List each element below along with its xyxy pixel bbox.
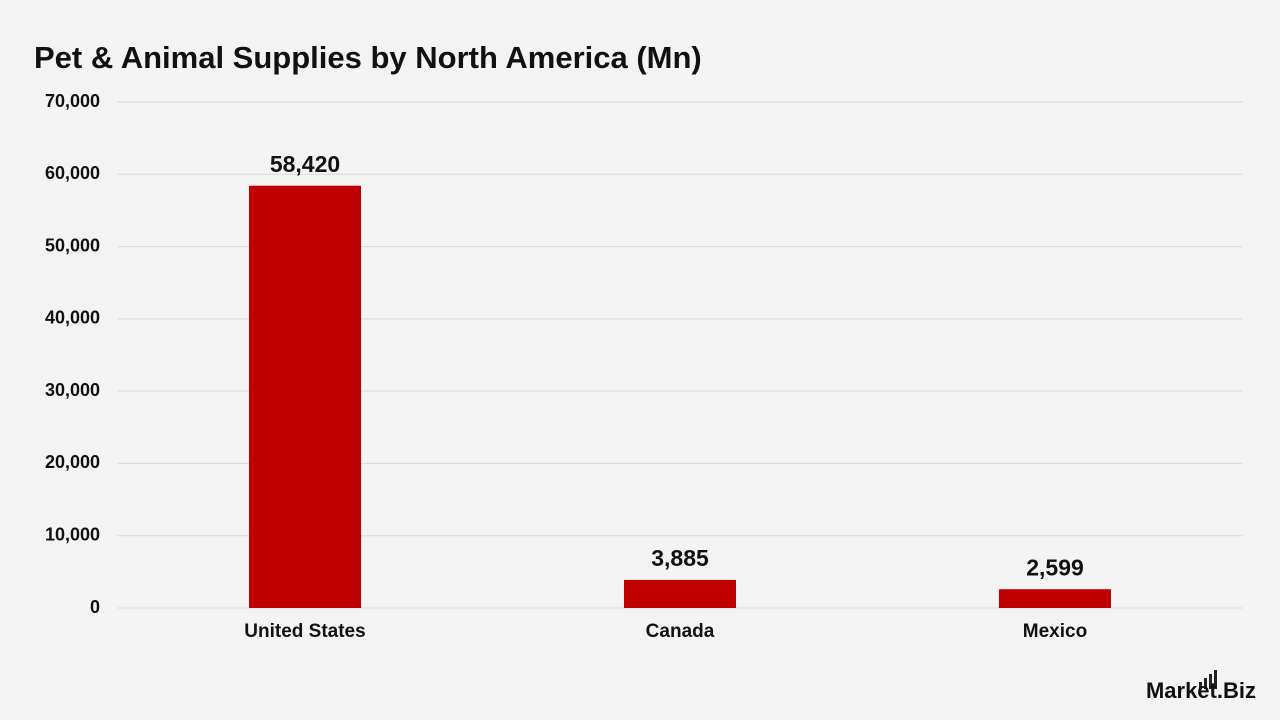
value-label: 3,885 bbox=[651, 545, 709, 571]
value-label: 2,599 bbox=[1026, 554, 1084, 580]
y-tick-label: 60,000 bbox=[45, 163, 100, 183]
brand-icon bbox=[1199, 670, 1217, 689]
x-tick-label: United States bbox=[244, 621, 365, 642]
y-tick-label: 40,000 bbox=[45, 308, 100, 328]
chart-title: Pet & Animal Supplies by North America (… bbox=[34, 40, 702, 75]
y-tick-label: 30,000 bbox=[45, 380, 100, 400]
y-tick-label: 50,000 bbox=[45, 235, 100, 255]
brand-logo: Market.Biz bbox=[1146, 678, 1256, 703]
bar bbox=[249, 185, 361, 609]
value-label: 58,420 bbox=[270, 151, 340, 177]
bar bbox=[999, 589, 1111, 608]
bar bbox=[624, 579, 736, 608]
y-tick-label: 70,000 bbox=[45, 91, 100, 111]
y-tick-label: 0 bbox=[90, 597, 100, 617]
x-tick-label: Mexico bbox=[1023, 621, 1087, 642]
x-tick-label: Canada bbox=[646, 621, 715, 642]
y-tick-label: 20,000 bbox=[45, 452, 100, 472]
y-tick-label: 10,000 bbox=[45, 524, 100, 544]
